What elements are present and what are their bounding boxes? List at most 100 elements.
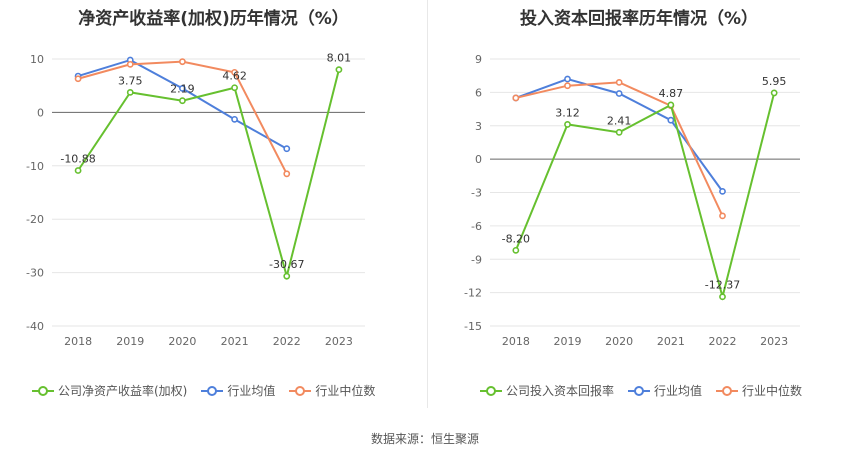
data-point[interactable] xyxy=(564,75,571,83)
y-tick-label: 6 xyxy=(475,86,482,99)
legend-item[interactable]: 公司投入资本回报率 xyxy=(480,382,614,399)
data-point[interactable] xyxy=(615,90,623,97)
x-tick-label: 2022 xyxy=(273,335,301,348)
legend-marker-icon xyxy=(716,385,739,396)
data-label: -8.20 xyxy=(502,232,530,245)
y-tick-label: -9 xyxy=(471,253,482,266)
data-point[interactable] xyxy=(283,272,291,280)
data-point[interactable] xyxy=(564,82,571,90)
data-point[interactable] xyxy=(126,60,134,68)
data-source-footer: 数据来源：恒生聚源 xyxy=(370,432,479,446)
data-point[interactable] xyxy=(179,97,186,105)
y-tick-label: -6 xyxy=(471,220,482,233)
legend-label: 行业中位数 xyxy=(742,384,803,398)
data-point[interactable] xyxy=(231,115,238,123)
chart-legend: 公司投入资本回报率 行业均值 行业中位数 xyxy=(480,382,816,399)
data-label: 8.01 xyxy=(327,52,352,65)
data-point[interactable] xyxy=(231,84,238,92)
data-label: 2.19 xyxy=(170,83,195,96)
data-point[interactable] xyxy=(283,170,291,178)
data-point[interactable] xyxy=(615,128,623,136)
data-point[interactable] xyxy=(512,246,520,254)
data-label: -10.88 xyxy=(60,152,95,165)
data-point[interactable] xyxy=(719,212,726,220)
legend-label: 行业均值 xyxy=(654,384,703,398)
y-tick-label: 10 xyxy=(30,53,44,66)
y-tick-label: -10 xyxy=(26,160,44,173)
x-tick-label: 2023 xyxy=(325,335,353,348)
data-point[interactable] xyxy=(512,94,520,102)
y-tick-label: -3 xyxy=(471,187,482,200)
legend-item[interactable]: 行业中位数 xyxy=(716,382,802,399)
data-point[interactable] xyxy=(126,88,134,96)
x-tick-label: 2019 xyxy=(554,335,582,348)
data-label: 5.95 xyxy=(762,75,787,88)
chart-legend: 公司净资产收益率(加权) 行业均值 行业中位数 xyxy=(32,382,389,399)
y-tick-label: -20 xyxy=(26,213,44,226)
legend-item[interactable]: 行业中位数 xyxy=(289,382,375,399)
data-point[interactable] xyxy=(719,187,726,195)
legend-label: 行业均值 xyxy=(227,384,276,398)
legend-item[interactable]: 行业均值 xyxy=(628,382,702,399)
y-tick-label: -30 xyxy=(26,267,44,280)
y-tick-label: 3 xyxy=(475,120,482,133)
y-tick-label: 9 xyxy=(475,53,482,66)
roe-line-chart: 10 0 -10 -20 -30 -40 2018 2019 2020 2021 2022 2023 -… xyxy=(26,52,365,348)
data-point[interactable] xyxy=(179,58,186,66)
x-tick-label: 2021 xyxy=(657,335,685,348)
data-point[interactable] xyxy=(615,78,623,86)
series-line xyxy=(77,69,340,281)
data-point[interactable] xyxy=(667,101,675,109)
legend-marker-icon xyxy=(201,385,224,396)
roic-line-chart: 9 6 3 0 -3 -6 -9 -12 -15 2018 2019 2020 2021 2022 2023… xyxy=(464,53,800,348)
y-tick-label: 0 xyxy=(475,153,482,166)
x-tick-label: 2021 xyxy=(221,335,249,348)
panel-divider xyxy=(427,0,428,408)
series-line xyxy=(514,92,776,301)
x-tick-label: 2022 xyxy=(709,335,737,348)
data-point[interactable] xyxy=(564,121,571,128)
legend-label: 行业中位数 xyxy=(315,384,376,398)
legend-marker-icon xyxy=(628,385,651,396)
data-label: 4.87 xyxy=(659,87,684,100)
x-tick-label: 2018 xyxy=(502,335,530,348)
legend-marker-icon xyxy=(32,385,54,396)
y-tick-label: 0 xyxy=(37,106,44,119)
legend-item[interactable]: 公司净资产收益率(加权) xyxy=(32,382,187,399)
legend-marker-icon xyxy=(289,385,312,396)
data-label: 3.75 xyxy=(118,74,143,87)
series-line xyxy=(515,81,724,217)
legend-marker-icon xyxy=(480,385,502,396)
data-label: -30.67 xyxy=(269,258,304,271)
series-line xyxy=(77,60,288,175)
x-tick-label: 2020 xyxy=(168,335,196,348)
data-point[interactable] xyxy=(74,167,82,174)
chart-title: 净资产收益率(加权)历年情况（%） xyxy=(78,9,349,29)
data-label: 4.62 xyxy=(222,70,247,83)
data-point[interactable] xyxy=(74,75,82,83)
data-label: 3.12 xyxy=(555,106,580,119)
x-tick-label: 2019 xyxy=(116,335,144,348)
roe-chart-panel: 净资产收益率(加权)历年情况（%） 10 0 -10 -20 -30 -40 2018 201… xyxy=(0,0,427,420)
data-label: -12.37 xyxy=(705,279,740,292)
data-point[interactable] xyxy=(179,84,186,92)
legend-item[interactable]: 行业均值 xyxy=(201,382,275,399)
data-point[interactable] xyxy=(335,66,343,74)
roic-chart-panel: 投入资本回报率历年情况（%） 9 6 3 0 -3 -6 -9 -12 -15 2018 2019 2… xyxy=(428,0,850,420)
x-tick-label: 2020 xyxy=(605,335,633,348)
x-tick-label: 2018 xyxy=(64,335,92,348)
y-tick-label: -40 xyxy=(26,320,44,333)
legend-label: 公司净资产收益率(加权) xyxy=(58,384,188,398)
chart-title: 投入资本回报率历年情况（%） xyxy=(519,9,759,29)
y-tick-label: -12 xyxy=(464,287,482,300)
data-point[interactable] xyxy=(770,89,778,97)
y-tick-label: -15 xyxy=(464,320,482,333)
legend-label: 公司投入资本回报率 xyxy=(506,384,615,398)
data-point[interactable] xyxy=(283,145,291,153)
x-tick-label: 2023 xyxy=(760,335,788,348)
data-label: 2.41 xyxy=(607,114,632,127)
data-point[interactable] xyxy=(719,293,726,301)
series-line xyxy=(77,58,288,150)
data-point[interactable] xyxy=(231,68,238,76)
data-point[interactable] xyxy=(667,116,675,124)
